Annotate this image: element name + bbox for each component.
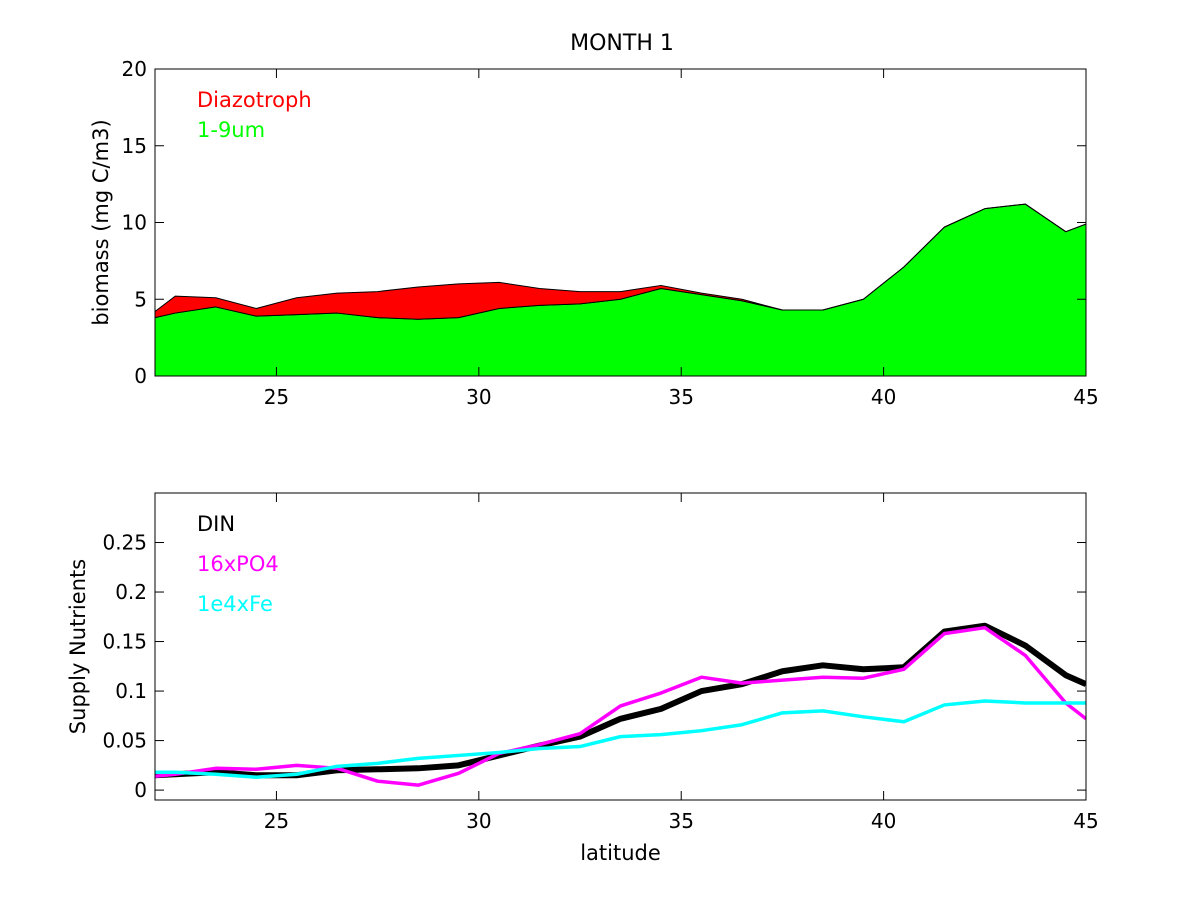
biomass-xtick-label: 40	[871, 385, 896, 409]
biomass-xtick-label: 25	[264, 385, 289, 409]
nutrients-xtick-label: 40	[871, 809, 896, 833]
biomass-ytick-label: 20	[122, 57, 147, 81]
nutrients-ytick-label: 0.25	[102, 531, 147, 555]
legend-1e4xfe: 1e4xFe	[197, 592, 273, 616]
area-diazotroph	[154, 203, 1087, 320]
legend-diazotroph: Diazotroph	[197, 88, 312, 112]
biomass-ytick-label: 15	[122, 134, 147, 158]
nutrients-ytick-label: 0	[134, 778, 147, 802]
legend-16xpo4: 16xPO4	[197, 552, 279, 576]
line-1e4xfe	[155, 699, 1086, 779]
biomass-xtick-label: 30	[466, 385, 491, 409]
nutrients-ylabel: Supply Nutrients	[66, 559, 90, 734]
line-16xpo4	[155, 625, 1086, 787]
nutrients-xlabel: latitude	[580, 841, 661, 865]
nutrients-panel: 25 30 35 40 45 0 0.05 0.1 0.15 0.2 0.25 Supply Nutr…	[66, 492, 1099, 865]
nutrients-axes-frame	[154, 492, 1087, 801]
nutrients-xtick-label: 35	[668, 809, 693, 833]
biomass-ytick-label: 5	[134, 287, 147, 311]
biomass-ytick-label: 0	[134, 364, 147, 388]
nutrients-ytick-label: 0.2	[115, 580, 147, 604]
legend-din: DIN	[197, 512, 235, 536]
nutrients-ytick-label: 0.15	[102, 630, 147, 654]
nutrients-plot-area	[155, 493, 1086, 800]
nutrients-xtick-label: 30	[466, 809, 491, 833]
biomass-xtick-label: 35	[668, 385, 693, 409]
biomass-xtick-label: 45	[1073, 385, 1098, 409]
biomass-panel: 25 30 35 40 45 0 5 10 15 20 biomass (mg C/m3) Diazo…	[89, 57, 1099, 409]
biomass-ytick-label: 10	[122, 211, 147, 235]
figure-title: MONTH 1	[570, 31, 674, 56]
nutrients-ytick-label: 0.05	[102, 729, 147, 753]
nutrients-xtick-label: 25	[264, 809, 289, 833]
biomass-ylabel: biomass (mg C/m3)	[89, 119, 113, 325]
nutrients-ytick-label: 0.1	[115, 679, 147, 703]
nutrients-xtick-label: 45	[1073, 809, 1098, 833]
legend-1-9um: 1-9um	[197, 118, 265, 142]
